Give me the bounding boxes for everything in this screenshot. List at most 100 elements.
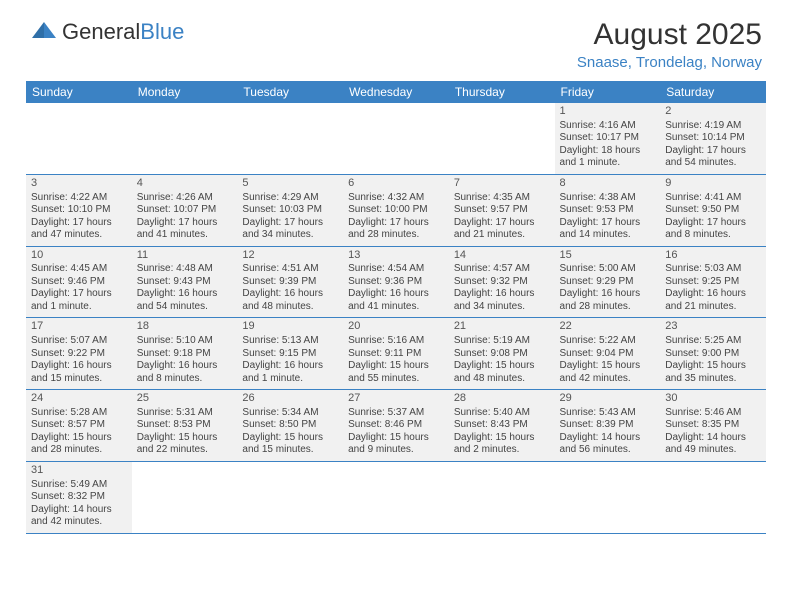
- sunrise-text: Sunrise: 4:48 AM: [137, 263, 233, 276]
- calendar-cell: 18Sunrise: 5:10 AMSunset: 9:18 PMDayligh…: [132, 318, 238, 390]
- calendar-cell: 30Sunrise: 5:46 AMSunset: 8:35 PMDayligh…: [660, 390, 766, 462]
- day-number: 4: [137, 177, 233, 191]
- day-header: Wednesday: [343, 81, 449, 103]
- daylight-text: Daylight: 15 hours and 35 minutes.: [665, 360, 761, 385]
- sunset-text: Sunset: 9:46 PM: [31, 276, 127, 289]
- calendar-cell: [449, 461, 555, 533]
- calendar-cell: 7Sunrise: 4:35 AMSunset: 9:57 PMDaylight…: [449, 174, 555, 246]
- daylight-text: Daylight: 15 hours and 48 minutes.: [454, 360, 550, 385]
- daylight-text: Daylight: 16 hours and 21 minutes.: [665, 288, 761, 313]
- sunset-text: Sunset: 10:10 PM: [31, 204, 127, 217]
- daylight-text: Daylight: 14 hours and 56 minutes.: [560, 432, 656, 457]
- calendar-cell: 24Sunrise: 5:28 AMSunset: 8:57 PMDayligh…: [26, 390, 132, 462]
- calendar-cell: 3Sunrise: 4:22 AMSunset: 10:10 PMDayligh…: [26, 174, 132, 246]
- daylight-text: Daylight: 16 hours and 15 minutes.: [31, 360, 127, 385]
- calendar-cell: 16Sunrise: 5:03 AMSunset: 9:25 PMDayligh…: [660, 246, 766, 318]
- logo-text-1: General: [62, 19, 140, 44]
- day-number: 30: [665, 392, 761, 406]
- day-number: 1: [560, 105, 656, 119]
- calendar-cell: [237, 461, 343, 533]
- sunrise-text: Sunrise: 4:16 AM: [560, 120, 656, 133]
- calendar-cell: [343, 461, 449, 533]
- sunset-text: Sunset: 9:57 PM: [454, 204, 550, 217]
- calendar-week-row: 10Sunrise: 4:45 AMSunset: 9:46 PMDayligh…: [26, 246, 766, 318]
- sunrise-text: Sunrise: 4:45 AM: [31, 263, 127, 276]
- logo: GeneralBlue: [30, 18, 184, 45]
- calendar-header-row: Sunday Monday Tuesday Wednesday Thursday…: [26, 81, 766, 103]
- sunset-text: Sunset: 9:04 PM: [560, 348, 656, 361]
- sunset-text: Sunset: 9:36 PM: [348, 276, 444, 289]
- sunrise-text: Sunrise: 5:31 AM: [137, 407, 233, 420]
- day-number: 7: [454, 177, 550, 191]
- day-number: 21: [454, 320, 550, 334]
- sunset-text: Sunset: 9:22 PM: [31, 348, 127, 361]
- sunrise-text: Sunrise: 5:40 AM: [454, 407, 550, 420]
- calendar-table: Sunday Monday Tuesday Wednesday Thursday…: [26, 81, 766, 534]
- daylight-text: Daylight: 17 hours and 14 minutes.: [560, 217, 656, 242]
- daylight-text: Daylight: 15 hours and 42 minutes.: [560, 360, 656, 385]
- daylight-text: Daylight: 16 hours and 28 minutes.: [560, 288, 656, 313]
- daylight-text: Daylight: 16 hours and 54 minutes.: [137, 288, 233, 313]
- sunrise-text: Sunrise: 5:13 AM: [242, 335, 338, 348]
- calendar-cell: 19Sunrise: 5:13 AMSunset: 9:15 PMDayligh…: [237, 318, 343, 390]
- day-number: 9: [665, 177, 761, 191]
- daylight-text: Daylight: 17 hours and 1 minute.: [31, 288, 127, 313]
- calendar-cell: [26, 103, 132, 174]
- calendar-cell: [237, 103, 343, 174]
- calendar-week-row: 24Sunrise: 5:28 AMSunset: 8:57 PMDayligh…: [26, 390, 766, 462]
- day-number: 25: [137, 392, 233, 406]
- sunrise-text: Sunrise: 5:34 AM: [242, 407, 338, 420]
- logo-text-2: Blue: [140, 19, 184, 44]
- calendar-cell: [660, 461, 766, 533]
- day-number: 13: [348, 249, 444, 263]
- day-number: 14: [454, 249, 550, 263]
- sunset-text: Sunset: 9:15 PM: [242, 348, 338, 361]
- sunset-text: Sunset: 9:43 PM: [137, 276, 233, 289]
- sunrise-text: Sunrise: 5:25 AM: [665, 335, 761, 348]
- sunset-text: Sunset: 8:53 PM: [137, 419, 233, 432]
- daylight-text: Daylight: 17 hours and 47 minutes.: [31, 217, 127, 242]
- daylight-text: Daylight: 14 hours and 49 minutes.: [665, 432, 761, 457]
- day-number: 29: [560, 392, 656, 406]
- calendar-cell: 25Sunrise: 5:31 AMSunset: 8:53 PMDayligh…: [132, 390, 238, 462]
- calendar-cell: [555, 461, 661, 533]
- day-number: 24: [31, 392, 127, 406]
- daylight-text: Daylight: 17 hours and 21 minutes.: [454, 217, 550, 242]
- day-number: 15: [560, 249, 656, 263]
- sunset-text: Sunset: 9:39 PM: [242, 276, 338, 289]
- sunrise-text: Sunrise: 4:32 AM: [348, 192, 444, 205]
- calendar-cell: 27Sunrise: 5:37 AMSunset: 8:46 PMDayligh…: [343, 390, 449, 462]
- day-number: 22: [560, 320, 656, 334]
- sunset-text: Sunset: 10:14 PM: [665, 132, 761, 145]
- sunset-text: Sunset: 9:29 PM: [560, 276, 656, 289]
- sunset-text: Sunset: 8:35 PM: [665, 419, 761, 432]
- day-number: 5: [242, 177, 338, 191]
- day-number: 18: [137, 320, 233, 334]
- sunrise-text: Sunrise: 5:28 AM: [31, 407, 127, 420]
- sunrise-text: Sunrise: 4:38 AM: [560, 192, 656, 205]
- sunset-text: Sunset: 10:03 PM: [242, 204, 338, 217]
- calendar-week-row: 17Sunrise: 5:07 AMSunset: 9:22 PMDayligh…: [26, 318, 766, 390]
- calendar-cell: 13Sunrise: 4:54 AMSunset: 9:36 PMDayligh…: [343, 246, 449, 318]
- day-header: Sunday: [26, 81, 132, 103]
- page-title: August 2025: [577, 18, 762, 52]
- calendar-cell: 17Sunrise: 5:07 AMSunset: 9:22 PMDayligh…: [26, 318, 132, 390]
- daylight-text: Daylight: 18 hours and 1 minute.: [560, 145, 656, 170]
- logo-icon: [30, 18, 58, 45]
- day-header: Friday: [555, 81, 661, 103]
- day-number: 26: [242, 392, 338, 406]
- daylight-text: Daylight: 17 hours and 54 minutes.: [665, 145, 761, 170]
- day-number: 20: [348, 320, 444, 334]
- calendar-cell: 31Sunrise: 5:49 AMSunset: 8:32 PMDayligh…: [26, 461, 132, 533]
- daylight-text: Daylight: 16 hours and 34 minutes.: [454, 288, 550, 313]
- logo-text: GeneralBlue: [62, 19, 184, 45]
- day-number: 27: [348, 392, 444, 406]
- daylight-text: Daylight: 17 hours and 28 minutes.: [348, 217, 444, 242]
- sunrise-text: Sunrise: 4:35 AM: [454, 192, 550, 205]
- calendar-cell: 2Sunrise: 4:19 AMSunset: 10:14 PMDayligh…: [660, 103, 766, 174]
- calendar-week-row: 31Sunrise: 5:49 AMSunset: 8:32 PMDayligh…: [26, 461, 766, 533]
- sunset-text: Sunset: 10:00 PM: [348, 204, 444, 217]
- day-number: 23: [665, 320, 761, 334]
- daylight-text: Daylight: 16 hours and 1 minute.: [242, 360, 338, 385]
- daylight-text: Daylight: 16 hours and 8 minutes.: [137, 360, 233, 385]
